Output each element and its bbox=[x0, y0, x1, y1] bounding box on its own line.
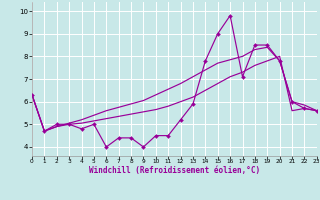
X-axis label: Windchill (Refroidissement éolien,°C): Windchill (Refroidissement éolien,°C) bbox=[89, 166, 260, 175]
